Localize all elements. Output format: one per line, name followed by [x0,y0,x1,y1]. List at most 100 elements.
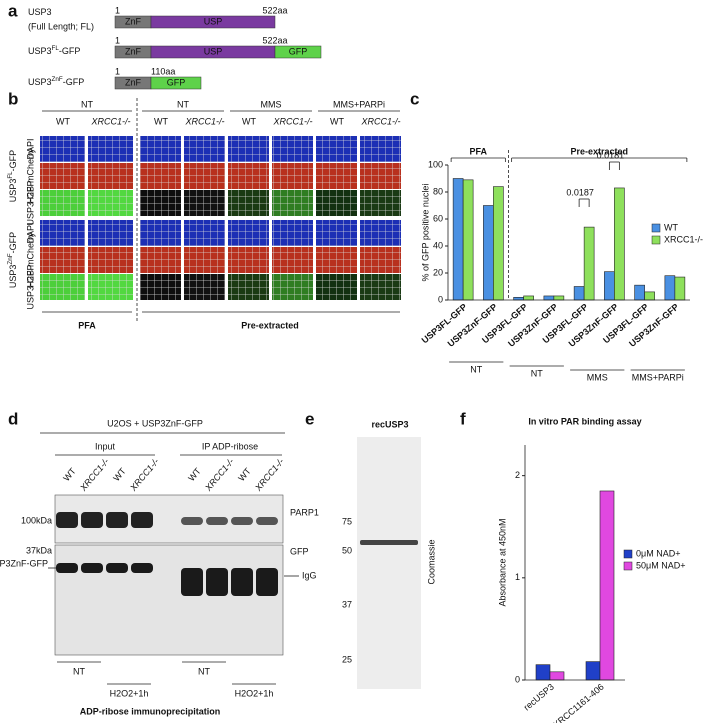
label: NT [531,368,543,378]
label: % of GFP positive nuclei [420,184,430,282]
label: NT [470,364,482,374]
label: Input [95,441,116,451]
band [56,563,78,573]
label-sup: FL [52,45,60,52]
label: WT [330,116,344,126]
micrograph-grid [88,190,133,216]
micrograph-grid [316,190,357,216]
band [106,512,128,528]
bar [573,286,585,301]
label: 522aa [262,35,287,45]
label: DAPI [25,222,35,243]
blot [54,544,284,656]
micrograph-grid [272,190,313,216]
label: 1 [115,5,120,15]
legend-swatch [623,549,633,559]
micrograph-grid [360,220,401,246]
band [106,563,128,573]
label-base: USP3 [28,77,52,87]
band [181,517,203,525]
label-suffix: -GFP [63,77,85,87]
bar [634,284,645,301]
label: XRCC1-/- [78,456,111,493]
label: 20 [433,267,443,277]
label: DAPI [25,138,35,159]
label: XRCC1-/- [128,456,161,493]
label: 0μM NAD+ [636,548,680,558]
micrograph-grid [40,136,85,162]
band [131,512,153,528]
micrograph-grid [360,247,401,273]
label: MMS [261,99,282,109]
gel [357,437,421,689]
label: XRCC1-/- [203,456,236,493]
label: (Full Length; FL) [28,21,94,31]
label: XRCC1-/- [184,116,224,126]
label: PFA [469,146,487,156]
band [81,563,103,573]
micrograph-grid [140,163,181,189]
label: GFP [167,77,186,87]
label-base: USP3 [28,46,52,56]
legend-swatch [623,561,633,571]
label: 60 [433,213,443,223]
label: USP [204,46,223,56]
bar [549,671,565,681]
label: 0.0181 [597,150,625,160]
label: 0 [438,294,443,304]
micrograph-grid [272,220,313,246]
label: ZnF [125,46,142,56]
label: a [8,1,18,20]
micrograph-grid [184,136,225,162]
micrograph-grid [140,247,181,273]
bar [543,295,555,301]
bar [493,186,504,301]
label: PARP1 [290,507,319,517]
bar [535,664,551,681]
label: PFA [78,320,96,330]
label: 37kDa [26,545,52,555]
band [206,568,228,596]
label-suffix: -GFP [8,232,18,254]
label: 2 [515,470,520,480]
label: GFP [290,546,309,556]
label-sup: ZnF [52,76,63,83]
band [56,512,78,528]
label: 1 [515,572,520,582]
label-sup: ZnF [7,253,14,264]
label: XRCC1-/- [664,234,703,244]
micrograph-grid [88,220,133,246]
micrograph-grid [316,136,357,162]
label: 50μM NAD+ [636,560,685,570]
label: NT [198,666,210,676]
micrograph-grid [184,274,225,300]
label: 0 [515,674,520,684]
micrograph-grid [316,220,357,246]
bar [483,205,494,301]
legend-swatch [651,223,661,233]
label: Absorbance at 450nM [497,518,507,606]
micrograph-grid [140,190,181,216]
micrograph-grid [140,136,181,162]
label: U2OS + USP3ZnF-GFP [107,418,203,428]
label: WT [186,466,203,484]
label: WT [664,222,678,232]
label: USP3FL-GFP [28,45,80,56]
label: NT [177,99,189,109]
micrograph-grid [88,136,133,162]
label: MMS+PARPi [632,372,684,382]
micrograph-grid [140,274,181,300]
micrograph-grid [272,163,313,189]
label: GFP [289,46,308,56]
micrograph-grid [88,163,133,189]
label: XRCC1-/- [360,116,400,126]
label: WT [242,116,256,126]
bar [614,187,625,301]
label: f [460,409,466,428]
micrograph-grid [140,220,181,246]
label: WT [56,116,70,126]
micrograph-grid [228,136,269,162]
label: USP3-GFP [25,180,35,225]
label: XRCC1161-406 [551,682,606,723]
